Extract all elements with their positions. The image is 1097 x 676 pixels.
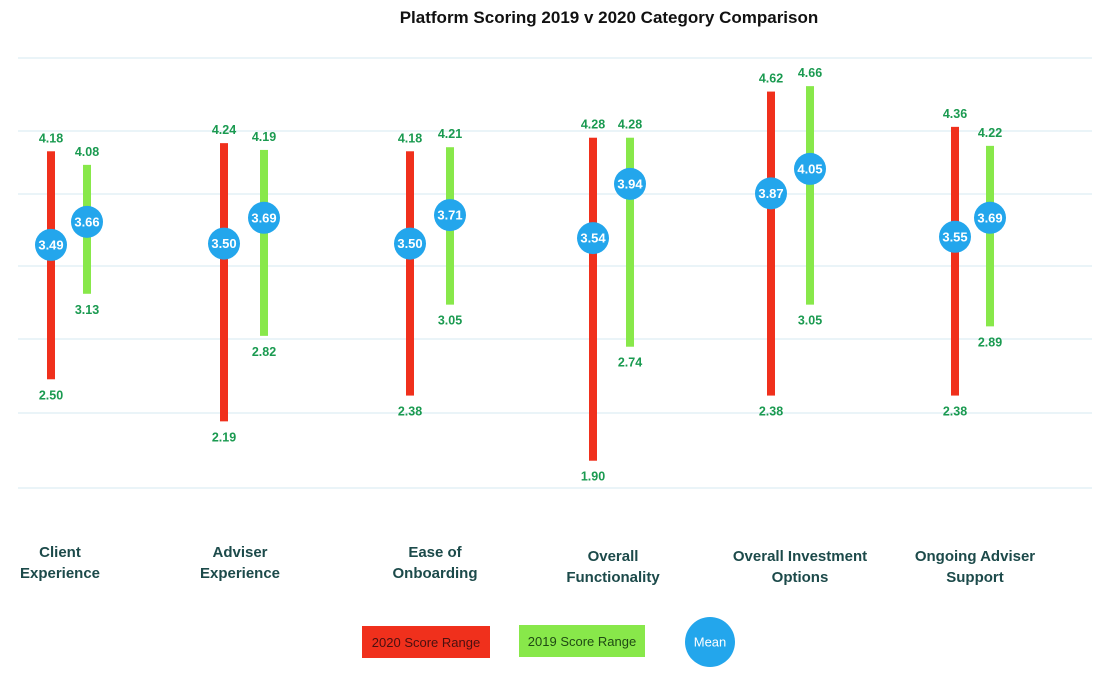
legend-swatch-2020 (362, 626, 490, 658)
max-label-2020: 4.24 (212, 123, 236, 137)
gridlines (18, 57, 1092, 489)
range-bar-2019 (986, 145, 994, 327)
mean-label-2020: 3.50 (397, 236, 422, 251)
legend-label-mean: Mean (694, 635, 727, 650)
max-label-2020: 4.36 (943, 107, 967, 121)
mean-label-2019: 3.69 (977, 210, 1002, 225)
category-label-line2: Support (946, 569, 1004, 586)
mean-label-2020: 3.55 (942, 229, 967, 244)
range-bar-2020 (47, 151, 55, 380)
max-label-2019: 4.66 (798, 66, 822, 80)
max-label-2019: 4.08 (75, 145, 99, 159)
mean-marker-2020 (755, 177, 787, 210)
range-bar-2020 (767, 91, 775, 396)
legend: 2020 Score Range 2019 Score Range Mean (362, 617, 735, 667)
max-label-2020: 4.18 (398, 131, 422, 145)
min-label-2020: 2.38 (943, 405, 967, 419)
category-labels: Client Experience Adviser Experience Ease of… (20, 544, 1035, 586)
mean-marker-2019 (71, 205, 103, 238)
category-label-line1: Overall Investment (733, 548, 867, 565)
mean-label-2019: 3.69 (251, 210, 276, 225)
max-label-2020: 4.18 (39, 131, 63, 145)
category-label-line1: Adviser (212, 544, 267, 561)
min-label-2020: 2.38 (398, 405, 422, 419)
max-label-2019: 4.19 (252, 130, 276, 144)
category-label-line2: Onboarding (393, 565, 478, 582)
category-label-line1: Client (39, 544, 81, 561)
mean-marker-2020 (577, 222, 609, 255)
min-label-2020: 2.19 (212, 430, 236, 444)
mean-marker-2019 (974, 201, 1006, 234)
range-bar-2019 (806, 86, 814, 305)
legend-label-2020: 2020 Score Range (372, 635, 480, 650)
min-label-2019: 2.82 (252, 345, 276, 359)
range-bar-2020 (406, 151, 414, 396)
mean-marker-2020 (939, 220, 971, 253)
mean-label-2020: 3.54 (580, 231, 606, 246)
min-label-2020: 1.90 (581, 470, 605, 484)
category-label-line1: Ease of (408, 544, 462, 561)
range-bar-2020 (589, 137, 597, 461)
legend-label-2019: 2019 Score Range (528, 634, 636, 649)
max-label-2020: 4.28 (581, 118, 605, 132)
mean-label-2019: 3.94 (617, 176, 643, 191)
mean-marker-2020 (35, 228, 67, 261)
mean-label-2019: 3.71 (437, 208, 462, 223)
mean-label-2019: 3.66 (74, 214, 99, 229)
mean-marker-2019 (794, 152, 826, 185)
category-label-line2: Functionality (566, 569, 660, 586)
mean-marker-2020 (208, 227, 240, 260)
category-label-line1: Ongoing Adviser (915, 548, 1035, 565)
max-label-2019: 4.22 (978, 126, 1002, 140)
mean-label-2020: 3.49 (38, 237, 63, 252)
max-label-2020: 4.62 (759, 72, 783, 86)
mean-marker-2020 (394, 227, 426, 260)
mean-marker-2019 (434, 199, 466, 232)
max-label-2019: 4.28 (618, 118, 642, 132)
range-bar-2020 (951, 126, 959, 396)
min-label-2019: 2.74 (618, 356, 642, 370)
range-bars: 4.18 2.50 4.08 3.13 3.49 3.66 4.24 2.19 4.19 2.82… (35, 66, 1006, 484)
range-bar-2019 (626, 137, 634, 347)
mean-marker-2019 (614, 167, 646, 200)
legend-mean-marker (685, 617, 735, 667)
min-label-2020: 2.50 (39, 388, 63, 402)
min-label-2019: 3.05 (798, 314, 822, 328)
category-label-line2: Experience (20, 565, 100, 582)
range-bar-2019 (260, 149, 268, 336)
category-label-line2: Options (772, 569, 829, 586)
mean-label-2019: 4.05 (797, 161, 822, 176)
legend-swatch-2019 (519, 625, 645, 657)
max-label-2019: 4.21 (438, 127, 462, 141)
min-label-2020: 2.38 (759, 405, 783, 419)
chart-title: Platform Scoring 2019 v 2020 Category Co… (400, 8, 819, 27)
mean-label-2020: 3.87 (758, 186, 783, 201)
min-label-2019: 3.13 (75, 303, 99, 317)
min-label-2019: 2.89 (978, 335, 1002, 349)
range-bar-2020 (220, 143, 228, 422)
category-label-line1: Overall (588, 548, 639, 565)
category-label-line2: Experience (200, 565, 280, 582)
mean-marker-2019 (248, 201, 280, 234)
min-label-2019: 3.05 (438, 314, 462, 328)
mean-label-2020: 3.50 (211, 236, 236, 251)
